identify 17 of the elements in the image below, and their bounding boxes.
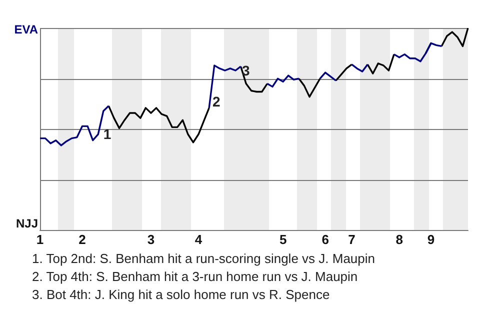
- x-tick-label: 4: [194, 232, 203, 247]
- x-tick-label: 8: [396, 232, 403, 247]
- x-tick-label: 5: [279, 232, 287, 247]
- annotation: 1: [103, 126, 112, 142]
- text: 1. Top 2nd: S. Benham hit a run-scoring single vs J. Maupin: [32, 250, 376, 268]
- x-tick-label: 1: [36, 232, 44, 247]
- x-tick-label: 6: [322, 232, 329, 247]
- x-tick-label: 7: [348, 232, 356, 247]
- x-tick-label: 3: [147, 232, 155, 247]
- text: EVA: [14, 22, 38, 36]
- text: 3. Bot 4th: J. King hit a solo home run vs R. Spence: [32, 286, 331, 304]
- text: NJJ: [16, 216, 38, 231]
- x-tick-label: 2: [78, 232, 86, 247]
- annotation: 2: [212, 94, 220, 110]
- text: 2. Top 4th: S. Benham hit a 3-run home run vs J. Maupin: [32, 268, 359, 286]
- annotation: 3: [242, 62, 250, 78]
- x-tick-label: 9: [427, 232, 435, 247]
